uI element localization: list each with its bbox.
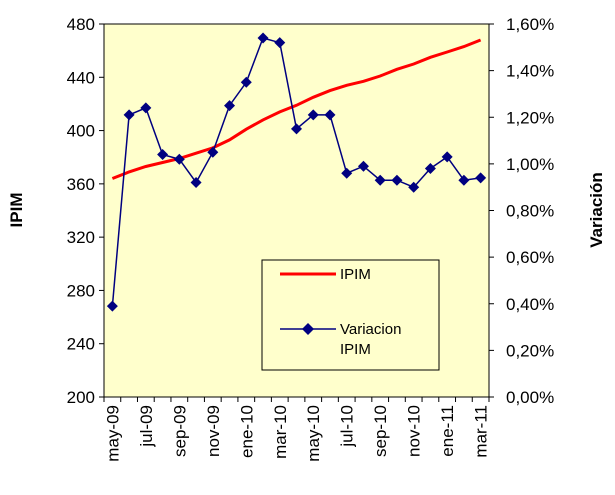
legend-label-line: IPIM [340,341,371,358]
x-tick-label: sep-10 [371,405,390,457]
data-point [207,146,219,158]
x-axis: may-09 jul-09 sep-09 nov-09 ene-10 mar-10 may-… [103,397,491,462]
x-tick-label: sep-09 [170,405,189,457]
series-layer [106,32,487,312]
data-point [424,163,436,175]
y-axis-left: 200 240 280 320 360 400 440 480 [67,15,104,407]
data-point [475,172,487,184]
y-right-tick-label: 1,00% [506,155,554,174]
x-tick-label: ene-11 [438,405,457,457]
data-point [224,100,236,112]
data-point [173,153,185,165]
y-left-tick-label: 440 [67,68,95,87]
legend-label-line: Variacion [340,321,401,338]
data-point [274,37,286,49]
data-point [240,76,252,88]
y-right-tick-label: 0,60% [506,248,554,267]
x-tick-label: may-10 [304,405,323,462]
x-tick-label: nov-10 [405,405,424,457]
data-point [123,109,135,121]
y-left-tick-label: 400 [67,122,95,141]
data-point [341,167,353,179]
y-left-tick-label: 320 [67,228,95,247]
x-tick-label: jul-09 [137,405,156,448]
y-right-tick-label: 1,40% [506,62,554,81]
y-right-tick-label: 0,00% [506,388,554,407]
y-right-tick-label: 0,80% [506,202,554,221]
y-right-tick-label: 1,20% [506,108,554,127]
series-line-ipim [111,38,482,180]
y-left-tick-label: 240 [67,335,95,354]
x-tick-label: mar-11 [472,405,491,458]
legend: IPIM Variacion IPIM [261,259,440,371]
y-right-axis-title: Variación [587,172,606,248]
data-point [391,174,403,186]
data-point [190,177,202,189]
y-right-tick-label: 1,60% [506,15,554,34]
y-left-axis-title: IPIM [7,193,26,228]
data-point [257,32,269,44]
y-axis-right: 0,00% 0,20% 0,40% 0,60% 0,80% 1,00% 1,20% 1,40%… [489,15,554,407]
data-point [408,181,420,193]
data-point [441,151,453,163]
data-point [374,174,386,186]
x-tick-label: may-09 [103,405,122,462]
y-right-tick-label: 0,40% [506,295,554,314]
data-point [307,109,319,121]
data-point [357,160,369,172]
data-point [157,149,169,161]
x-tick-label: ene-10 [237,405,256,458]
x-tick-label: mar-10 [271,405,290,459]
data-point [140,102,152,114]
data-point [106,300,118,312]
legend-box [261,259,440,371]
y-right-tick-label: 0,20% [506,341,554,360]
data-point [291,123,302,135]
legend-marker-variacion [302,323,314,335]
y-left-tick-label: 200 [67,388,95,407]
data-point [324,109,336,121]
y-left-tick-label: 360 [67,175,95,194]
legend-label-ipim: IPIM [340,266,371,283]
data-point [458,174,470,186]
x-tick-label: nov-09 [204,405,223,457]
legend-label-variacion: Variacion IPIM [340,321,401,358]
y-left-tick-label: 280 [67,281,95,300]
y-left-tick-label: 480 [67,15,95,34]
x-tick-label: jul-10 [338,405,357,448]
